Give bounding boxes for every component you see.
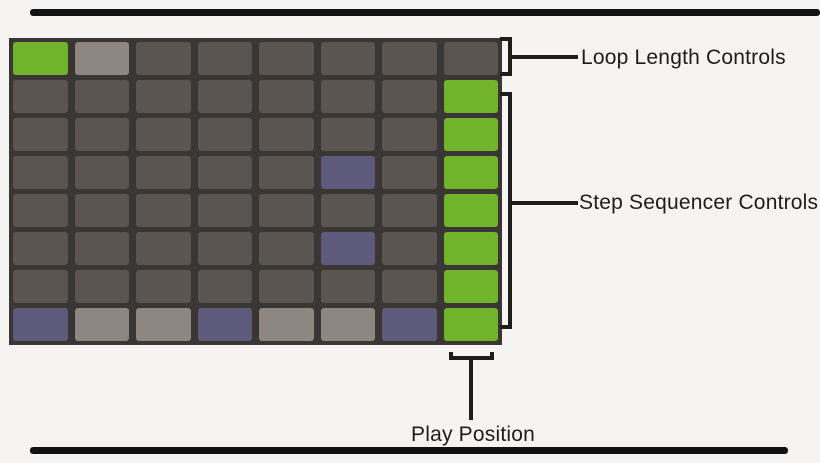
- step-sequencer-bracket: [500, 92, 512, 329]
- pad-r1c2-gray-pad[interactable]: [74, 42, 129, 75]
- pad-r7c5-dark-inactive-pad[interactable]: [259, 270, 314, 303]
- pad-r3c3-dark-inactive-pad[interactable]: [136, 118, 191, 151]
- pad-r1c3-dark-inactive-pad[interactable]: [136, 42, 191, 75]
- pad-r1c4-dark-inactive-pad[interactable]: [197, 42, 252, 75]
- pad-r8c3-gray-pad[interactable]: [136, 308, 191, 341]
- pad-r4c1-dark-inactive-pad[interactable]: [13, 156, 68, 189]
- pad-r8c7-purple-pad[interactable]: [382, 308, 437, 341]
- pad-r2c4-dark-inactive-pad[interactable]: [197, 80, 252, 113]
- pad-r6c3-dark-inactive-pad[interactable]: [136, 232, 191, 265]
- pad-r6c4-dark-inactive-pad[interactable]: [197, 232, 252, 265]
- pad-r2c6-dark-inactive-pad[interactable]: [320, 80, 375, 113]
- loop-length-label: Loop Length Controls: [581, 46, 786, 69]
- pad-r7c4-dark-inactive-pad[interactable]: [197, 270, 252, 303]
- pad-r6c6-purple-pad[interactable]: [320, 232, 375, 265]
- pad-r7c1-dark-inactive-pad[interactable]: [13, 270, 68, 303]
- pad-r6c2-dark-inactive-pad[interactable]: [74, 232, 129, 265]
- pad-r4c7-dark-inactive-pad[interactable]: [382, 156, 437, 189]
- pad-r5c3-dark-inactive-pad[interactable]: [136, 194, 191, 227]
- pad-r5c1-dark-inactive-pad[interactable]: [13, 194, 68, 227]
- step-sequencer-label: Step Sequencer Controls: [579, 191, 819, 214]
- pad-r8c8-green-active-pad[interactable]: [443, 308, 498, 341]
- pad-r2c8-green-active-pad[interactable]: [443, 80, 498, 113]
- pad-r6c8-green-active-pad[interactable]: [443, 232, 498, 265]
- pad-r1c6-dark-inactive-pad[interactable]: [320, 42, 375, 75]
- play-position-stem-line: [469, 358, 473, 420]
- pad-r6c5-dark-inactive-pad[interactable]: [259, 232, 314, 265]
- loop-length-connector-line: [510, 55, 578, 59]
- pad-r7c8-green-active-pad[interactable]: [443, 270, 498, 303]
- pad-r4c6-purple-pad[interactable]: [320, 156, 375, 189]
- pad-r8c2-gray-pad[interactable]: [74, 308, 129, 341]
- pad-r2c3-dark-inactive-pad[interactable]: [136, 80, 191, 113]
- pad-r3c5-dark-inactive-pad[interactable]: [259, 118, 314, 151]
- pad-r8c5-gray-pad[interactable]: [259, 308, 314, 341]
- pad-r5c7-dark-inactive-pad[interactable]: [382, 194, 437, 227]
- pad-r5c4-dark-inactive-pad[interactable]: [197, 194, 252, 227]
- pad-r1c7-dark-inactive-pad[interactable]: [382, 42, 437, 75]
- pad-r2c1-dark-inactive-pad[interactable]: [13, 80, 68, 113]
- pad-r6c7-dark-inactive-pad[interactable]: [382, 232, 437, 265]
- pad-r7c6-dark-inactive-pad[interactable]: [320, 270, 375, 303]
- pad-r4c8-green-active-pad[interactable]: [443, 156, 498, 189]
- pad-r3c8-green-active-pad[interactable]: [443, 118, 498, 151]
- pad-r1c1-green-active-pad[interactable]: [13, 42, 68, 75]
- pad-r7c3-dark-inactive-pad[interactable]: [136, 270, 191, 303]
- pad-r3c2-dark-inactive-pad[interactable]: [74, 118, 129, 151]
- pad-r7c7-dark-inactive-pad[interactable]: [382, 270, 437, 303]
- pad-r2c7-dark-inactive-pad[interactable]: [382, 80, 437, 113]
- pad-r3c7-dark-inactive-pad[interactable]: [382, 118, 437, 151]
- pad-r4c4-dark-inactive-pad[interactable]: [197, 156, 252, 189]
- pad-r2c5-dark-inactive-pad[interactable]: [259, 80, 314, 113]
- pad-r8c4-purple-pad[interactable]: [197, 308, 252, 341]
- pad-r4c5-dark-inactive-pad[interactable]: [259, 156, 314, 189]
- pad-r6c1-dark-inactive-pad[interactable]: [13, 232, 68, 265]
- pad-r5c8-green-active-pad[interactable]: [443, 194, 498, 227]
- pad-r7c2-dark-inactive-pad[interactable]: [74, 270, 129, 303]
- top-rule: [30, 9, 820, 16]
- pad-r3c6-dark-inactive-pad[interactable]: [320, 118, 375, 151]
- pad-r4c3-dark-inactive-pad[interactable]: [136, 156, 191, 189]
- pad-r1c8-dark-inactive-pad[interactable]: [443, 42, 498, 75]
- pad-r5c2-dark-inactive-pad[interactable]: [74, 194, 129, 227]
- pad-r8c6-gray-pad[interactable]: [320, 308, 375, 341]
- pad-grid: [9, 38, 502, 345]
- pad-r1c5-dark-inactive-pad[interactable]: [259, 42, 314, 75]
- pad-r3c4-dark-inactive-pad[interactable]: [197, 118, 252, 151]
- step-sequencer-connector-line: [510, 201, 578, 205]
- pad-r3c1-dark-inactive-pad[interactable]: [13, 118, 68, 151]
- pad-r5c5-dark-inactive-pad[interactable]: [259, 194, 314, 227]
- bottom-rule: [30, 447, 788, 454]
- pad-r2c2-dark-inactive-pad[interactable]: [74, 80, 129, 113]
- pad-r5c6-dark-inactive-pad[interactable]: [320, 194, 375, 227]
- pad-r4c2-dark-inactive-pad[interactable]: [74, 156, 129, 189]
- play-position-label: Play Position: [411, 423, 535, 446]
- pad-r8c1-purple-pad[interactable]: [13, 308, 68, 341]
